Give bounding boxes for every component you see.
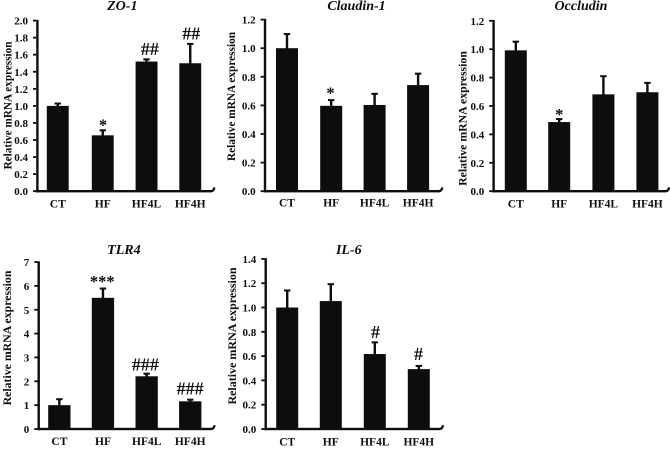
svg-text:1.0: 1.0 [242, 43, 256, 55]
svg-text:CT: CT [50, 198, 66, 210]
svg-text:*: * [326, 84, 334, 103]
svg-text:HF: HF [323, 437, 339, 448]
svg-text:HF: HF [95, 198, 111, 210]
svg-text:0.0: 0.0 [14, 186, 28, 198]
svg-text:HF: HF [551, 198, 567, 210]
svg-text:Relative mRNA expression: Relative mRNA expression [225, 267, 239, 404]
svg-text:Occludin: Occludin [555, 0, 608, 14]
svg-text:0.2: 0.2 [14, 169, 28, 181]
svg-text:0: 0 [24, 424, 30, 436]
svg-text:1.4: 1.4 [14, 67, 28, 79]
svg-text:0.8: 0.8 [14, 118, 28, 130]
svg-text:7: 7 [24, 257, 30, 269]
svg-text:1.2: 1.2 [242, 15, 256, 27]
svg-text:0.8: 0.8 [470, 73, 484, 85]
svg-text:1.2: 1.2 [14, 84, 28, 96]
svg-text:Relative mRNA expression: Relative mRNA expression [455, 51, 469, 186]
svg-text:##: ## [141, 39, 159, 59]
svg-text:0.6: 0.6 [470, 101, 484, 113]
svg-text:2: 2 [24, 376, 30, 388]
svg-text:1.0: 1.0 [14, 101, 28, 113]
svg-text:HF4H: HF4H [403, 197, 434, 209]
svg-text:1: 1 [24, 400, 30, 412]
svg-text:1.2: 1.2 [243, 278, 257, 290]
svg-text:CT: CT [508, 198, 524, 210]
svg-text:0.8: 0.8 [242, 72, 256, 84]
svg-text:1.0: 1.0 [243, 303, 257, 315]
svg-text:HF4L: HF4L [360, 437, 390, 448]
svg-text:###: ### [132, 355, 159, 375]
svg-text:0.0: 0.0 [243, 424, 257, 436]
svg-text:HF4H: HF4H [175, 198, 206, 210]
svg-text:ZO-1: ZO-1 [106, 0, 137, 14]
svg-text:Relative mRNA expression: Relative mRNA expression [0, 270, 14, 405]
svg-text:0.8: 0.8 [243, 327, 257, 339]
svg-text:HF4H: HF4H [403, 437, 434, 448]
svg-text:Claudin-1: Claudin-1 [327, 0, 385, 14]
svg-text:1.2: 1.2 [470, 16, 484, 28]
svg-text:2.0: 2.0 [14, 16, 28, 28]
svg-text:CT: CT [279, 437, 295, 448]
svg-text:0.6: 0.6 [242, 100, 256, 112]
svg-text:#: # [371, 322, 380, 342]
svg-text:0.4: 0.4 [243, 375, 257, 387]
svg-text:4: 4 [24, 329, 30, 341]
svg-text:IL-6: IL-6 [335, 243, 362, 258]
svg-text:HF4L: HF4L [589, 198, 619, 210]
svg-text:*: * [555, 105, 563, 124]
svg-text:HF4L: HF4L [132, 198, 162, 210]
svg-text:0.2: 0.2 [242, 158, 256, 170]
svg-text:HF4H: HF4H [175, 436, 206, 447]
svg-text:Relative mRNA expression: Relative mRNA expression [3, 41, 15, 170]
svg-text:***: *** [90, 272, 115, 291]
svg-text:0.4: 0.4 [14, 152, 28, 164]
svg-text:##: ## [182, 24, 200, 44]
svg-text:6: 6 [24, 281, 30, 293]
svg-text:Relative mRNA expression: Relative mRNA expression [226, 31, 238, 161]
svg-text:0.6: 0.6 [14, 135, 28, 147]
svg-text:CT: CT [51, 436, 67, 447]
svg-text:1.0: 1.0 [470, 44, 484, 56]
svg-text:1.4: 1.4 [243, 254, 257, 266]
svg-text:CT: CT [279, 197, 295, 209]
svg-text:0.4: 0.4 [470, 129, 484, 141]
svg-text:5: 5 [24, 305, 30, 317]
svg-text:0.0: 0.0 [470, 186, 484, 198]
svg-text:1.6: 1.6 [14, 50, 28, 62]
svg-text:1.8: 1.8 [14, 33, 28, 45]
svg-text:HF: HF [323, 197, 339, 209]
svg-text:0.6: 0.6 [243, 351, 257, 363]
svg-text:0.2: 0.2 [470, 158, 484, 170]
svg-text:HF4H: HF4H [632, 198, 663, 210]
svg-text:0.0: 0.0 [242, 186, 256, 198]
svg-text:0.2: 0.2 [243, 400, 257, 412]
svg-text:#: # [414, 344, 423, 364]
svg-text:HF: HF [95, 436, 111, 447]
svg-text:0.4: 0.4 [242, 129, 256, 141]
svg-text:TLR4: TLR4 [107, 243, 140, 258]
svg-text:###: ### [177, 379, 204, 399]
svg-text:*: * [99, 116, 107, 135]
svg-text:HF4L: HF4L [360, 197, 390, 209]
svg-text:HF4L: HF4L [132, 436, 162, 447]
svg-text:3: 3 [24, 352, 30, 364]
